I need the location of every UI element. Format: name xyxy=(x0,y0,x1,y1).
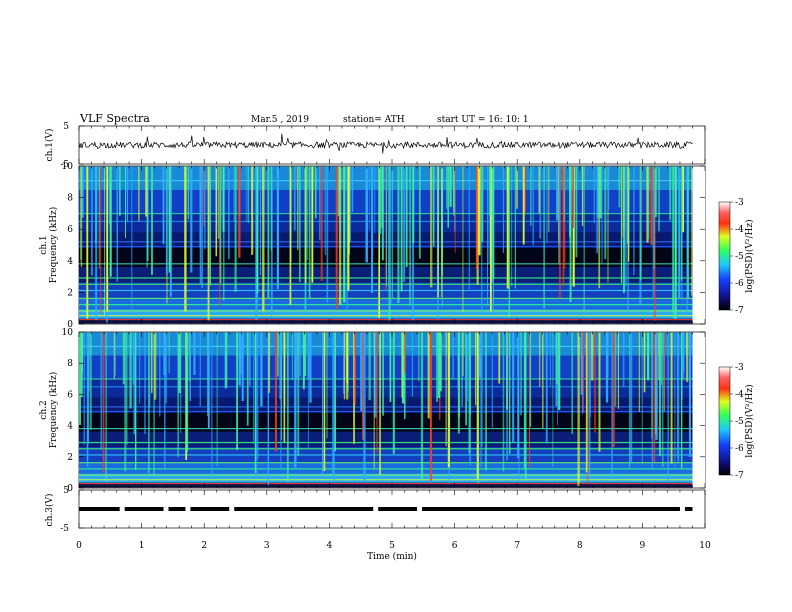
ch1-waveform-line xyxy=(78,133,693,154)
ch2-freq-tick-label: 10 xyxy=(62,328,74,338)
x-tick-label: 10 xyxy=(699,541,711,551)
ch2-freq-tick-label: 4 xyxy=(67,422,73,432)
ch2-freq-tick-label: 8 xyxy=(67,359,73,369)
colorbar-tick-label: -3 xyxy=(735,198,744,208)
colorbar-tick-label: -6 xyxy=(735,279,744,289)
ch3-volt-tick-label: 5 xyxy=(63,486,69,496)
time-xlabel: Time (min) xyxy=(367,551,417,562)
colorbar-label: log(PSD)(V²/Hz) xyxy=(744,219,755,292)
ch1-freq-tick-label: 6 xyxy=(67,225,73,235)
ch2-colorbar: -3 -4 -5 -6 -7 log(PSD)(V²/Hz) xyxy=(718,363,755,481)
x-tick-label: 6 xyxy=(452,541,458,551)
colorbar-tick-label: -4 xyxy=(735,225,744,235)
page-title: VLF Spectra xyxy=(80,112,150,125)
ch1-freq-tick-label: 10 xyxy=(62,162,74,172)
colorbar-tick-label: -5 xyxy=(735,417,744,427)
x-tick-label: 7 xyxy=(514,541,520,551)
colorbar-tick-label: -3 xyxy=(735,363,744,373)
ch1-spectrogram xyxy=(79,166,705,324)
ch2-spectrogram xyxy=(79,332,705,488)
x-tick-label: 4 xyxy=(327,541,333,551)
ch3-volt-tick-label: -5 xyxy=(60,524,69,534)
ch3-signal xyxy=(79,506,693,512)
ch1-freq-tick-label: 2 xyxy=(67,288,73,298)
x-tick-label: 9 xyxy=(640,541,646,551)
x-tick-label: 5 xyxy=(389,541,395,551)
ch2-spec-ylabel-channel: ch.2 xyxy=(39,400,49,419)
ch1-wave-frame xyxy=(78,125,706,165)
x-tick-label: 2 xyxy=(201,541,207,551)
start-time-label: start UT = 16: 10: 1 xyxy=(437,115,529,125)
colorbar-tick-label: -4 xyxy=(735,390,744,400)
ch1-freq-tick-label: 0 xyxy=(67,320,73,330)
colorbar-tick-label: -6 xyxy=(735,444,744,454)
ch1-volt-tick-label: -5 xyxy=(60,160,69,170)
colorbar-tick-label: -7 xyxy=(735,471,744,481)
ch2-freq-tick-label: 2 xyxy=(67,453,73,463)
colorbar-tick-label: -7 xyxy=(735,306,744,316)
x-tick-label: 8 xyxy=(577,541,583,551)
ch2-freq-tick-label: 6 xyxy=(67,390,73,400)
ch1-spec-ylabel: Frequency (kHz) xyxy=(48,207,59,284)
colorbar-tick-label: -5 xyxy=(735,252,744,262)
ch3-ylabel: ch.3(V) xyxy=(44,494,55,527)
ch2-spec-ylabel: Frequency (kHz) xyxy=(48,372,59,449)
colorbar-label: log(PSD)(V²/Hz) xyxy=(744,384,755,457)
station-label: station= ATH xyxy=(343,115,405,125)
ch1-spec-ylabel-channel: ch.1 xyxy=(39,235,49,254)
ch1-colorbar: -3 -4 -5 -6 -7 log(PSD)(V²/Hz) xyxy=(718,198,755,316)
x-tick-label: 1 xyxy=(139,541,145,551)
ch1-freq-tick-label: 8 xyxy=(67,194,73,204)
x-tick-label: 0 xyxy=(76,541,82,551)
x-tick-label: 3 xyxy=(264,541,270,551)
ch1-freq-tick-label: 4 xyxy=(67,257,73,267)
ch1-volt-tick-label: 5 xyxy=(63,122,69,132)
ch2-freq-tick-label: 0 xyxy=(67,484,73,494)
ch1-wave-ylabel: ch.1(V) xyxy=(44,129,55,162)
recording-date: Mar.5 , 2019 xyxy=(251,115,309,125)
